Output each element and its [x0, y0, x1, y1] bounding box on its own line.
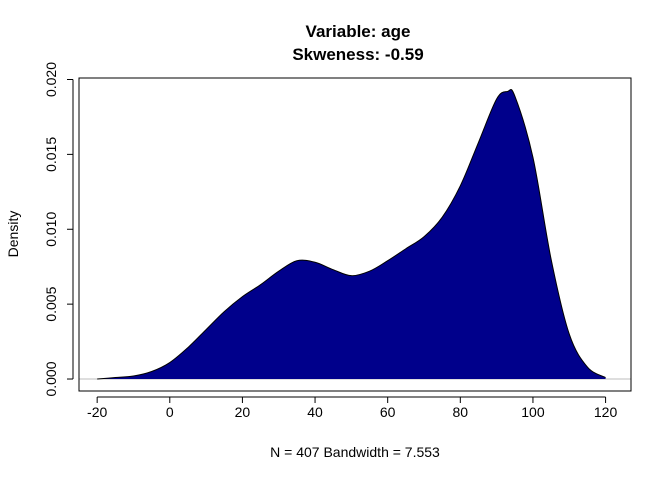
y-axis: 0.000 0.005 0.010 0.015 0.020 [43, 62, 74, 397]
density-curve [97, 88, 606, 380]
x-axis-label: N = 407 Bandwidth = 7.553 [270, 444, 440, 460]
chart-subtitle: Skweness: -0.59 [292, 45, 423, 64]
y-tick-label: 0.005 [43, 286, 59, 321]
x-tick-label: 80 [453, 404, 469, 420]
x-tick-label: 0 [166, 404, 174, 420]
x-tick-label: 100 [521, 404, 545, 420]
y-tick-label: 0.020 [43, 62, 59, 97]
plot-frame [78, 77, 632, 392]
y-tick-label: 0.010 [43, 212, 59, 247]
x-axis: -20 0 20 40 60 80 100 120 [87, 396, 618, 420]
density-area [97, 89, 606, 380]
y-axis-label: Density [5, 211, 21, 258]
plot-area [79, 88, 631, 380]
x-tick-label: 60 [380, 404, 396, 420]
y-tick-label: 0.015 [43, 137, 59, 172]
x-tick-label: -20 [87, 404, 107, 420]
y-tick-label: 0.000 [43, 361, 59, 396]
x-tick-label: 40 [307, 404, 323, 420]
chart-title: Variable: age [306, 22, 411, 41]
x-tick-label: 120 [594, 404, 618, 420]
x-tick-label: 20 [235, 404, 251, 420]
